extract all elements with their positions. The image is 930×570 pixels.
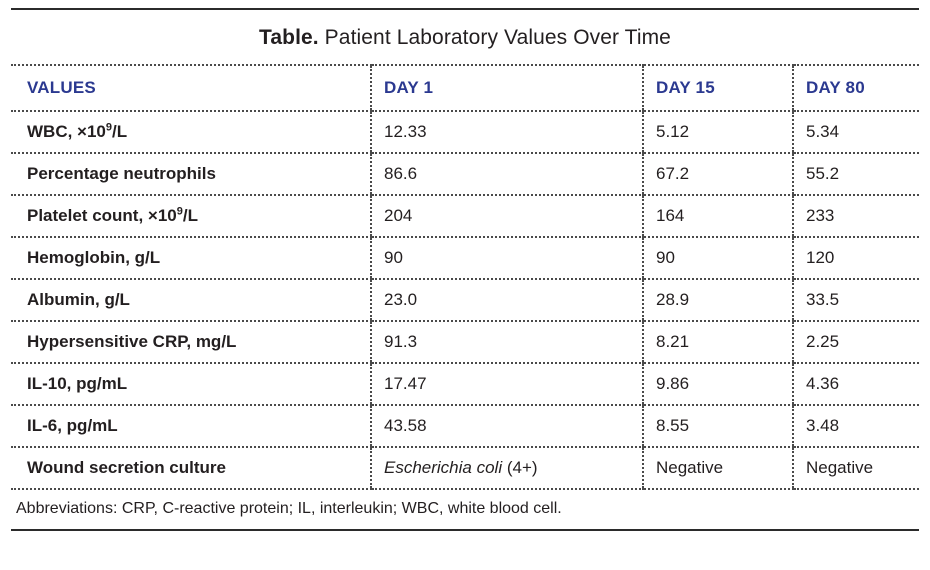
column-header-day80: DAY 80 — [792, 64, 919, 112]
row-label: Hemoglobin, g/L — [11, 236, 371, 280]
row-label-text: Albumin, g/L — [27, 290, 130, 309]
table-row-hemoglobin: Hemoglobin, g/L 90 90 120 — [11, 236, 919, 280]
cell-day15: 5.12 — [642, 110, 793, 154]
cell-day1: 90 — [370, 236, 643, 280]
cell-day15: 8.55 — [642, 404, 793, 448]
row-label: IL-10, pg/mL — [11, 362, 371, 406]
species-name: Escherichia coli — [384, 458, 503, 477]
cell-day80: 120 — [792, 236, 919, 280]
cell-day15: 90 — [642, 236, 793, 280]
row-label: Platelet count, ×109/L — [11, 194, 371, 238]
table-title-label: Table. — [259, 26, 319, 49]
cell-day80: 55.2 — [792, 152, 919, 196]
cell-day1: 204 — [370, 194, 643, 238]
cell-day1: 91.3 — [370, 320, 643, 364]
cell-day1-value: 90 — [384, 248, 403, 267]
cell-day15: Negative — [642, 446, 793, 490]
row-label-text: Percentage neutrophils — [27, 164, 216, 183]
abbreviations-footnote: Abbreviations: CRP, C-reactive protein; … — [16, 500, 562, 517]
row-label-superscript: 9 — [176, 205, 183, 218]
bottom-rule — [11, 529, 919, 531]
cell-day1: 23.0 — [370, 278, 643, 322]
row-label-superscript: 9 — [105, 121, 113, 134]
table-row-wound-culture: Wound secretion culture Escherichia coli… — [11, 446, 919, 490]
cell-day1: 17.47 — [370, 362, 643, 406]
cell-day1: 43.58 — [370, 404, 643, 448]
row-label-unit: /L — [112, 122, 128, 141]
cell-day80: 3.48 — [792, 404, 919, 448]
cell-day15: 9.86 — [642, 362, 793, 406]
row-label-text: WBC, ×10 — [27, 122, 106, 141]
row-label: Albumin, g/L — [11, 278, 371, 322]
cell-day15: 164 — [642, 194, 793, 238]
cell-day80: 33.5 — [792, 278, 919, 322]
cell-day1-value: 23.0 — [384, 290, 418, 309]
row-label-text: Platelet count, ×10 — [27, 206, 177, 225]
row-label: Wound secretion culture — [11, 446, 371, 490]
row-label-text: Hypersensitive CRP, mg/L — [27, 332, 237, 351]
cell-day15: 28.9 — [642, 278, 793, 322]
cell-day80: Negative — [792, 446, 919, 490]
cell-day1-value: (4+) — [502, 458, 538, 477]
column-header-values: VALUES — [11, 64, 371, 112]
cell-day1-value: 12.33 — [384, 122, 427, 141]
cell-day1-value: 204 — [384, 206, 413, 225]
row-label: IL-6, pg/mL — [11, 404, 371, 448]
table-row-wbc: WBC, ×109/L 12.33 5.12 5.34 — [11, 110, 919, 154]
cell-day1: Escherichia coli (4+) — [370, 446, 643, 490]
cell-day1: 12.33 — [370, 110, 643, 154]
lab-values-table: VALUES DAY 1 DAY 15 DAY 80 WBC, ×109/L 1… — [11, 64, 919, 490]
row-label-text: IL-6, pg/mL — [27, 416, 118, 435]
row-label-unit: /L — [182, 206, 198, 225]
top-rule — [11, 8, 919, 10]
table-row-neutrophils: Percentage neutrophils 86.6 67.2 55.2 — [11, 152, 919, 196]
table-row-il6: IL-6, pg/mL 43.58 8.55 3.48 — [11, 404, 919, 448]
cell-day15: 8.21 — [642, 320, 793, 364]
cell-day15: 67.2 — [642, 152, 793, 196]
header-row: VALUES DAY 1 DAY 15 DAY 80 — [11, 64, 919, 112]
column-header-day15: DAY 15 — [642, 64, 793, 112]
cell-day80: 4.36 — [792, 362, 919, 406]
row-label-text: Hemoglobin, g/L — [27, 248, 161, 267]
cell-day80: 5.34 — [792, 110, 919, 154]
row-label: Hypersensitive CRP, mg/L — [11, 320, 371, 364]
cell-day1-value: 43.58 — [384, 416, 427, 435]
table-row-il10: IL-10, pg/mL 17.47 9.86 4.36 — [11, 362, 919, 406]
row-label: Percentage neutrophils — [11, 152, 371, 196]
cell-day1-value: 91.3 — [384, 332, 418, 351]
row-label-text: Wound secretion culture — [27, 458, 226, 477]
table-row-albumin: Albumin, g/L 23.0 28.9 33.5 — [11, 278, 919, 322]
table-title-text: Patient Laboratory Values Over Time — [318, 26, 671, 49]
column-header-day1: DAY 1 — [370, 64, 643, 112]
table-row-platelet: Platelet count, ×109/L 204 164 233 — [11, 194, 919, 238]
table-title: Table. Patient Laboratory Values Over Ti… — [0, 26, 930, 50]
row-label: WBC, ×109/L — [11, 110, 371, 154]
cell-day1: 86.6 — [370, 152, 643, 196]
table-row-crp: Hypersensitive CRP, mg/L 91.3 8.21 2.25 — [11, 320, 919, 364]
cell-day80: 2.25 — [792, 320, 919, 364]
cell-day1-value: 17.47 — [384, 374, 427, 393]
row-label-text: IL-10, pg/mL — [27, 374, 128, 393]
cell-day80: 233 — [792, 194, 919, 238]
cell-day1-value: 86.6 — [384, 164, 418, 183]
